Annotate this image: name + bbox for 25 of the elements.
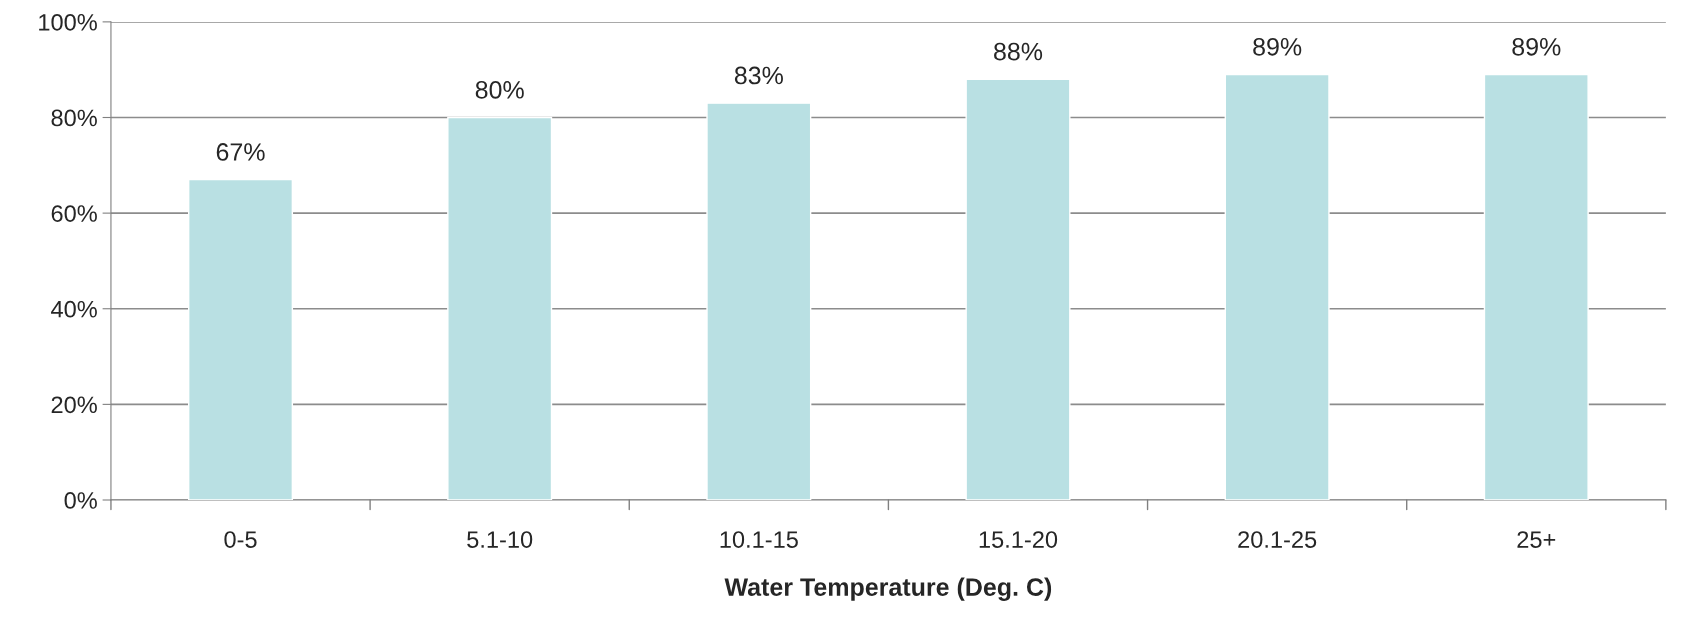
data-label: 89% xyxy=(1512,37,1561,56)
x-tick-label: 20.1-25 xyxy=(1238,531,1317,548)
bar xyxy=(447,116,553,500)
x-tick-label: 15.1-20 xyxy=(979,531,1058,548)
data-label: 80% xyxy=(475,80,524,99)
data-label: 89% xyxy=(1253,37,1302,56)
bar xyxy=(706,102,812,500)
x-tick-label: 0-5 xyxy=(224,531,257,548)
x-tick-label: 25+ xyxy=(1517,531,1556,548)
y-tick-label: 20% xyxy=(51,396,97,414)
y-tick-label: 0% xyxy=(64,492,97,509)
bar xyxy=(965,78,1071,500)
y-tick-label: 60% xyxy=(51,205,97,222)
data-label: 83% xyxy=(734,66,783,85)
data-label: 88% xyxy=(994,42,1043,61)
y-tick-label: 100% xyxy=(39,13,97,31)
bar xyxy=(1483,73,1589,500)
y-tick-label: 80% xyxy=(51,109,97,127)
bar xyxy=(187,178,294,500)
x-tick-label: 10.1-15 xyxy=(720,531,798,548)
x-axis-title: Water Temperature (Deg. C) xyxy=(724,577,1052,601)
x-tick-label: 5.1-10 xyxy=(467,531,533,548)
data-label: 67% xyxy=(216,143,265,161)
bar xyxy=(1224,73,1330,500)
y-tick-label: 40% xyxy=(51,300,97,318)
